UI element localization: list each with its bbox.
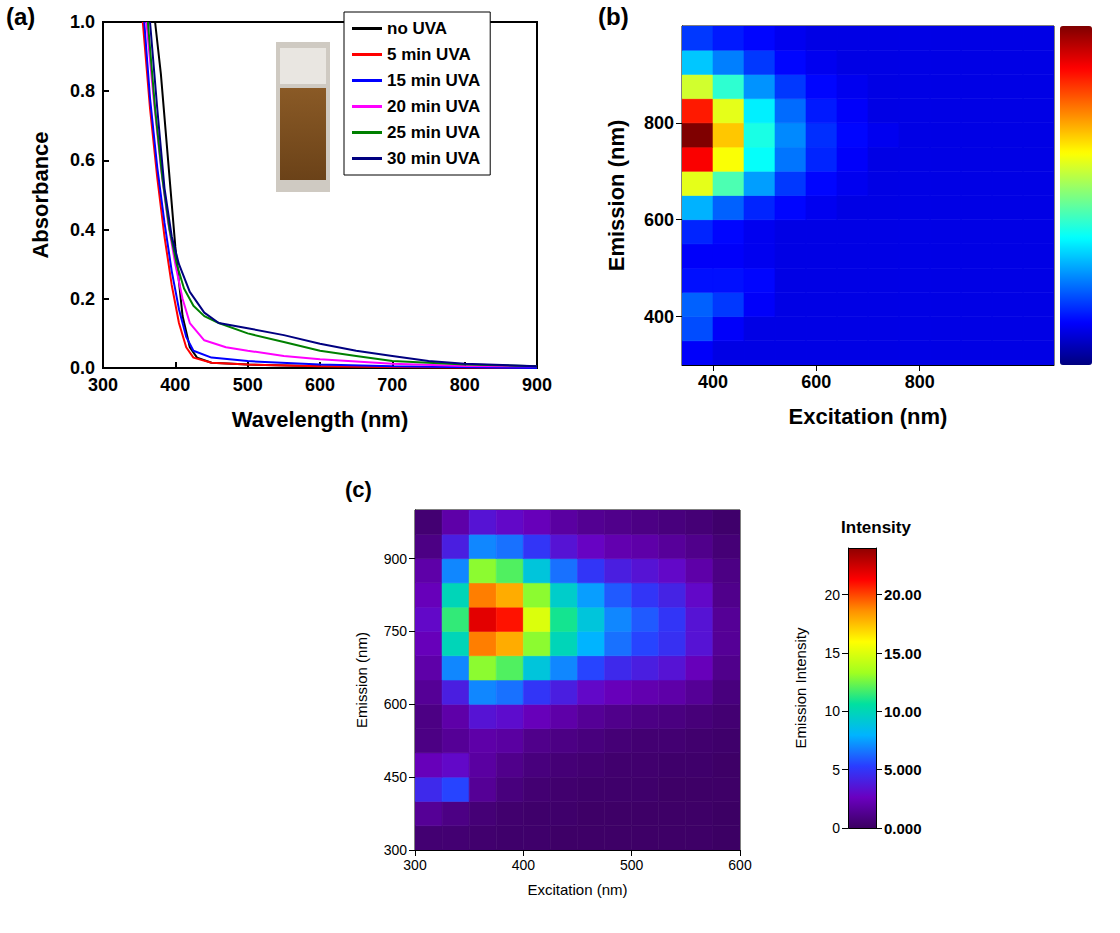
svg-text:400: 400 xyxy=(160,375,190,395)
svg-text:800: 800 xyxy=(905,372,935,392)
svg-text:Intensity: Intensity xyxy=(841,518,911,537)
svg-text:500: 500 xyxy=(233,375,263,395)
svg-text:0: 0 xyxy=(832,820,840,836)
svg-text:0.2: 0.2 xyxy=(70,289,95,309)
svg-text:15: 15 xyxy=(824,645,840,661)
svg-text:Excitation (nm): Excitation (nm) xyxy=(789,404,948,429)
svg-text:600: 600 xyxy=(384,696,408,712)
svg-text:0.8: 0.8 xyxy=(70,81,95,101)
svg-text:0.000: 0.000 xyxy=(884,820,922,837)
svg-text:900: 900 xyxy=(522,375,552,395)
svg-text:800: 800 xyxy=(644,113,674,133)
svg-text:600: 600 xyxy=(801,372,831,392)
svg-text:Excitation (nm): Excitation (nm) xyxy=(527,881,627,898)
svg-text:300: 300 xyxy=(88,375,118,395)
svg-text:600: 600 xyxy=(728,857,752,873)
svg-text:0.0: 0.0 xyxy=(70,358,95,378)
svg-text:400: 400 xyxy=(512,857,536,873)
svg-text:5: 5 xyxy=(832,762,840,778)
svg-text:20 min UVA: 20 min UVA xyxy=(387,97,480,116)
svg-text:no UVA: no UVA xyxy=(387,19,447,38)
svg-text:5.000: 5.000 xyxy=(884,761,922,778)
svg-text:20.00: 20.00 xyxy=(884,586,922,603)
svg-text:15.00: 15.00 xyxy=(884,645,922,662)
svg-text:300: 300 xyxy=(384,842,408,858)
svg-text:750: 750 xyxy=(384,623,408,639)
svg-text:600: 600 xyxy=(305,375,335,395)
svg-text:(c): (c) xyxy=(345,477,372,502)
svg-text:Wavelength (nm): Wavelength (nm) xyxy=(232,407,408,432)
svg-text:500: 500 xyxy=(620,857,644,873)
svg-text:450: 450 xyxy=(384,769,408,785)
svg-text:0.4: 0.4 xyxy=(70,220,95,240)
svg-text:900: 900 xyxy=(384,551,408,567)
svg-text:600: 600 xyxy=(644,210,674,230)
svg-text:400: 400 xyxy=(644,307,674,327)
svg-text:(b): (b) xyxy=(598,3,629,30)
svg-text:5 min UVA: 5 min UVA xyxy=(387,45,471,64)
svg-text:700: 700 xyxy=(377,375,407,395)
svg-text:800: 800 xyxy=(450,375,480,395)
svg-text:(a): (a) xyxy=(6,3,35,30)
svg-text:10.00: 10.00 xyxy=(884,703,922,720)
svg-text:0.6: 0.6 xyxy=(70,150,95,170)
svg-text:10: 10 xyxy=(824,703,840,719)
svg-text:Emission (nm): Emission (nm) xyxy=(353,632,370,728)
svg-text:Emission Intensity: Emission Intensity xyxy=(792,627,809,748)
svg-text:30 min UVA: 30 min UVA xyxy=(387,149,480,168)
svg-text:15 min UVA: 15 min UVA xyxy=(387,71,480,90)
svg-text:1.0: 1.0 xyxy=(70,12,95,32)
svg-text:Absorbance: Absorbance xyxy=(28,131,53,258)
svg-text:20: 20 xyxy=(824,587,840,603)
svg-text:Emission (nm): Emission (nm) xyxy=(604,120,629,272)
svg-text:300: 300 xyxy=(403,857,427,873)
svg-text:400: 400 xyxy=(698,372,728,392)
svg-text:25 min UVA: 25 min UVA xyxy=(387,123,480,142)
